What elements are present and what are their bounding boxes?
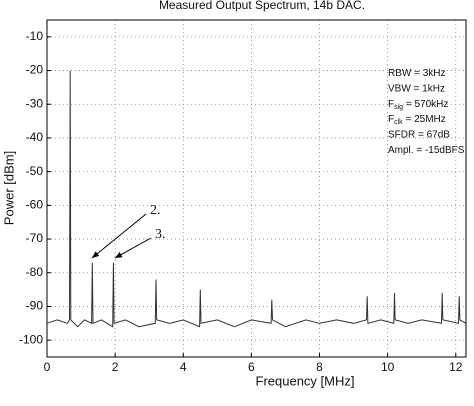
info-line: SFDR = 67dB bbox=[388, 129, 450, 140]
x-axis-label: Frequency [MHz] bbox=[256, 373, 355, 388]
x-tick-label: 2 bbox=[112, 360, 119, 374]
y-tick-label: -100 bbox=[19, 332, 43, 346]
x-tick-label: 8 bbox=[316, 360, 323, 374]
info-text: RBW = 3kHz bbox=[388, 68, 446, 79]
annotation: 3. bbox=[155, 227, 166, 242]
x-tick-label: 12 bbox=[449, 360, 463, 374]
info-line: RBW = 3kHz bbox=[388, 68, 446, 79]
annotation: 2. bbox=[150, 203, 161, 218]
y-tick-label: -90 bbox=[26, 299, 44, 313]
x-tick-label: 10 bbox=[381, 360, 395, 374]
info-text: sig bbox=[394, 104, 403, 111]
y-axis-label: Power [dBm] bbox=[1, 151, 16, 225]
y-tick-label: -60 bbox=[26, 198, 44, 212]
info-text: SFDR = 67dB bbox=[388, 129, 450, 140]
y-tick-label: -40 bbox=[26, 130, 44, 144]
annotation-arrow bbox=[114, 237, 152, 259]
info-text: = 25MHz bbox=[403, 114, 446, 125]
y-tick-label: -20 bbox=[26, 63, 44, 77]
y-tick-label: -30 bbox=[26, 96, 44, 110]
info-line: Fsig = 570kHz bbox=[388, 98, 448, 111]
spectrum-line bbox=[46, 70, 467, 328]
plot-frame bbox=[46, 19, 467, 358]
x-tick-label: 4 bbox=[180, 360, 187, 374]
y-tick-label: -50 bbox=[26, 164, 44, 178]
info-text: VBW = 1kHz bbox=[388, 83, 445, 94]
x-tick-label: 6 bbox=[248, 360, 255, 374]
y-tick-label: -80 bbox=[26, 265, 44, 279]
chart-title: Measured Output Spectrum, 14b DAC. bbox=[159, 0, 365, 12]
y-tick-label: -10 bbox=[26, 29, 44, 43]
info-text: clk bbox=[394, 120, 403, 127]
info-text: = 570kHz bbox=[403, 98, 448, 109]
info-line: VBW = 1kHz bbox=[388, 83, 445, 94]
y-tick-label: -70 bbox=[26, 231, 44, 245]
info-text: Ampl. = -15dBFS bbox=[388, 145, 465, 156]
x-tick-label: 0 bbox=[44, 360, 51, 374]
info-line: Fclk = 25MHz bbox=[388, 114, 446, 127]
annotation-arrow bbox=[91, 213, 147, 259]
info-line: Ampl. = -15dBFS bbox=[388, 145, 465, 156]
info-text: F bbox=[388, 98, 394, 109]
info-text: F bbox=[388, 114, 394, 125]
